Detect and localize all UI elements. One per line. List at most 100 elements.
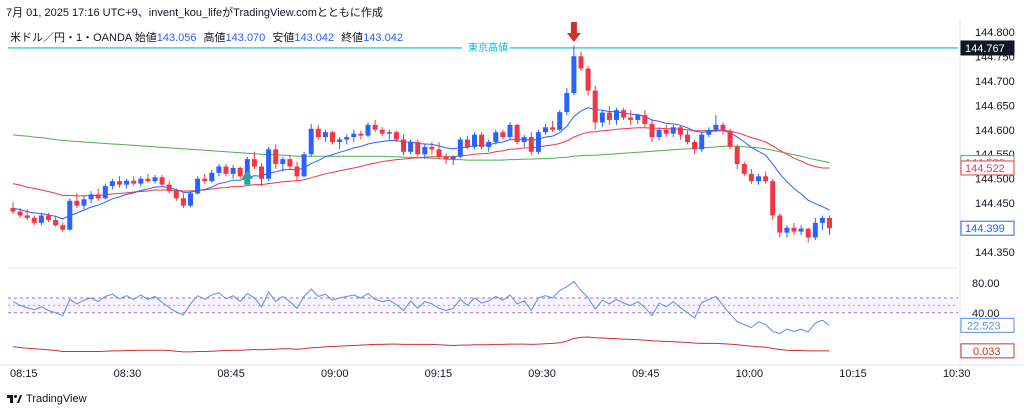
price-tick-label: 144.350 (975, 247, 1015, 259)
candle-body (521, 137, 527, 142)
candle-body (535, 132, 541, 152)
open-value: 143.056 (156, 32, 197, 44)
candle-body (216, 166, 222, 173)
candle-body (287, 159, 293, 167)
candle-body (131, 180, 137, 184)
candle-body (337, 139, 343, 142)
lower-indicator-line (12, 336, 830, 353)
candle-body (237, 167, 243, 177)
candle-body (166, 184, 172, 191)
candle-body (180, 198, 186, 206)
price-tick-label: 144.650 (975, 100, 1015, 112)
candle-body (805, 228, 811, 238)
candle-body (614, 110, 619, 120)
symbol-name[interactable]: 米ドル／円・1・OANDA (10, 32, 132, 44)
time-tick-label: 08:45 (217, 368, 245, 380)
tokyo-high-label-bg (462, 40, 510, 54)
candle-body (344, 137, 350, 140)
candle-body (763, 176, 769, 182)
price-tick-label: 144.600 (975, 125, 1015, 137)
candle-body (642, 115, 648, 124)
candle-body (266, 149, 272, 179)
price-tick-label: 144.700 (975, 76, 1015, 88)
candle-body (592, 90, 598, 123)
candle-body (507, 124, 513, 138)
candle-body (415, 142, 421, 155)
candle-body (585, 68, 591, 91)
ma-fast-line (12, 107, 830, 220)
candle-body (358, 133, 364, 136)
ma-mid-line (12, 127, 830, 197)
candle-body (798, 228, 804, 232)
candle-body (393, 132, 399, 140)
sell-signal-arrow-icon (566, 22, 581, 42)
candle-body (727, 130, 733, 147)
candle-body (10, 208, 16, 212)
rsi-value-label: 22.523 (967, 320, 1001, 332)
candle-body (500, 132, 506, 138)
candle-body (557, 112, 563, 130)
candle-body (109, 181, 115, 187)
candle-body (138, 178, 144, 184)
header-title: 7月 01, 2025 17:16 UTC+9、invent_kou_lifeが… (6, 7, 383, 19)
candle-body (244, 159, 250, 177)
candle-body (699, 134, 705, 150)
rsi-tick-label: 40.00 (972, 308, 1000, 320)
candle-body (819, 217, 825, 223)
candle-body (330, 132, 335, 142)
price-tick-label: 144.800 (975, 27, 1015, 39)
candle-body (67, 200, 73, 230)
candle-body (649, 123, 655, 138)
open-label: 始値 (134, 32, 157, 44)
candle-body (209, 172, 215, 182)
candle-body (251, 159, 257, 167)
candle-body (315, 128, 321, 138)
candle-body (713, 124, 719, 130)
candle-body (152, 177, 158, 182)
candle-body (60, 225, 66, 230)
candle-body (635, 115, 641, 120)
low-label: 安値 (272, 32, 295, 44)
candle-body (756, 176, 761, 182)
candle-body (81, 199, 87, 206)
candle-body (663, 129, 669, 134)
time-tick-label: 10:30 (943, 368, 971, 380)
chart-header: 7月 01, 2025 17:16 UTC+9、invent_kou_lifeが… (6, 4, 383, 20)
candle-body (472, 134, 477, 147)
candle-body (294, 166, 300, 177)
candle-body (117, 181, 122, 185)
symbol-legend: 米ドル／円・1・OANDA 始値143.056 高値143.070 安値143.… (10, 29, 407, 45)
candle-body (670, 127, 676, 134)
close-label: 終値 (341, 32, 364, 44)
candle-body (124, 180, 130, 185)
candle-body (692, 142, 698, 150)
candle-body (102, 186, 108, 199)
tokyo-high-label: 東京高値 (468, 41, 508, 54)
candle-body (770, 181, 776, 216)
time-tick-label: 10:00 (736, 368, 764, 380)
candle-body (372, 124, 378, 130)
ma-price-label: 144.522 (965, 163, 1005, 175)
buy-signal-arrow-icon (241, 170, 254, 185)
rsi-line (12, 280, 830, 335)
price-tick-label: 144.500 (975, 174, 1015, 186)
low-value: 143.042 (294, 32, 335, 44)
candle-body (656, 129, 662, 138)
time-tick-label: 09:30 (528, 368, 556, 380)
candle-body (706, 129, 712, 135)
ma-slow-line (12, 134, 830, 164)
candle-body (578, 56, 584, 69)
candle-body (230, 167, 236, 174)
candle-body (606, 112, 612, 120)
rsi-tick-label: 80.00 (972, 278, 1000, 290)
candle-body (450, 156, 456, 160)
candle-body (401, 139, 406, 152)
candle-body (493, 132, 499, 142)
candle-body (145, 178, 151, 182)
candle-body (386, 132, 392, 134)
candle-body (784, 227, 790, 233)
candle-body (223, 166, 229, 174)
tokyo-high-price-label: 144.767 (965, 43, 1005, 55)
candle-body (457, 139, 463, 157)
